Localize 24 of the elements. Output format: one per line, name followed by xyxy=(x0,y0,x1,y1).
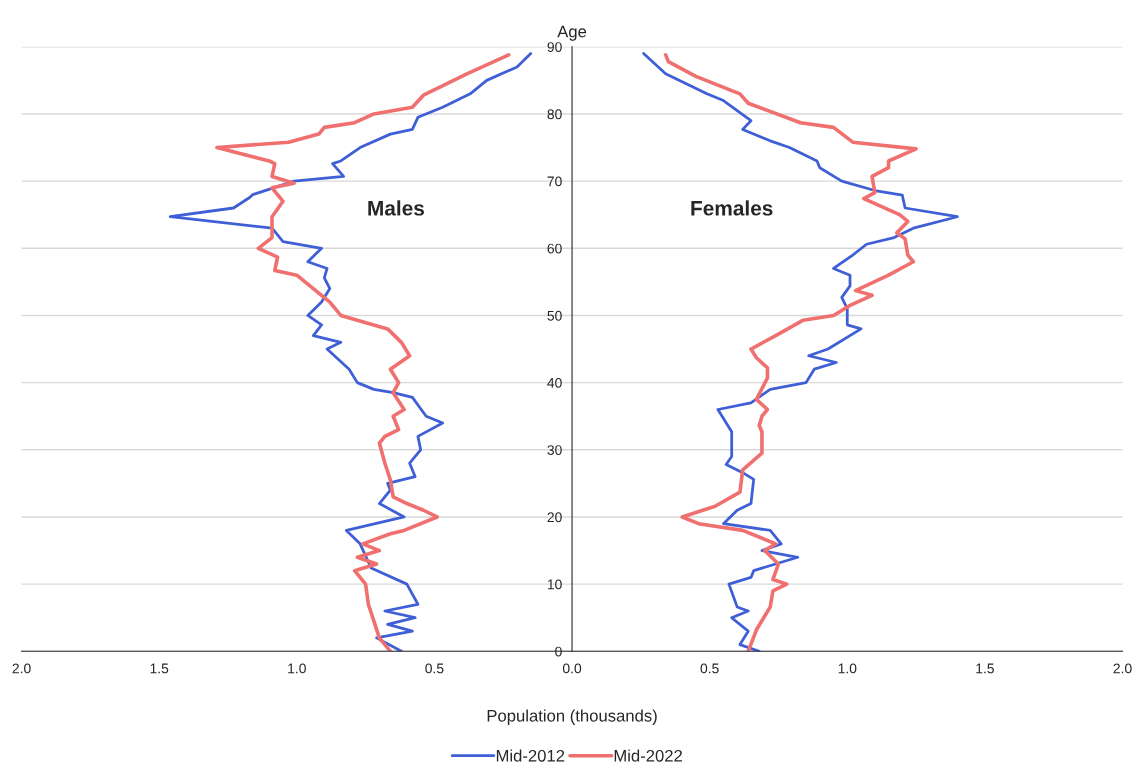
legend-label: Mid-2022 xyxy=(614,749,682,762)
y-tick-label: 90 xyxy=(547,42,562,52)
x-tick-label: 0.5 xyxy=(700,663,719,674)
y-tick-label: 20 xyxy=(547,512,562,523)
y-tick-label: 30 xyxy=(547,445,562,455)
y-tick-label: 80 xyxy=(547,109,562,120)
x-tick-label: 2.0 xyxy=(1113,663,1132,674)
x-tick-label: 0.0 xyxy=(562,663,582,674)
x-tick-label: 1.0 xyxy=(288,663,306,674)
y-tick-label: 60 xyxy=(547,243,562,254)
x-tick-label: 1.0 xyxy=(838,663,857,674)
y-tick-label: 70 xyxy=(547,176,562,187)
y-tick-label: 10 xyxy=(547,579,562,590)
annotation: Males xyxy=(368,200,424,216)
y-tick-label: 50 xyxy=(547,310,562,321)
x-tick-label: 1.5 xyxy=(976,663,994,674)
y-tick-label: 40 xyxy=(547,377,562,388)
x-tick-label: 2.0 xyxy=(12,663,31,674)
y-axis-title: Age xyxy=(557,25,587,41)
x-axis-title: Population (thousands) xyxy=(487,709,657,725)
x-tick-label: 1.5 xyxy=(150,663,169,674)
x-tick-label: 0.5 xyxy=(425,663,444,674)
legend-label: Mid-2012 xyxy=(496,749,565,762)
annotation: Females xyxy=(691,200,773,216)
